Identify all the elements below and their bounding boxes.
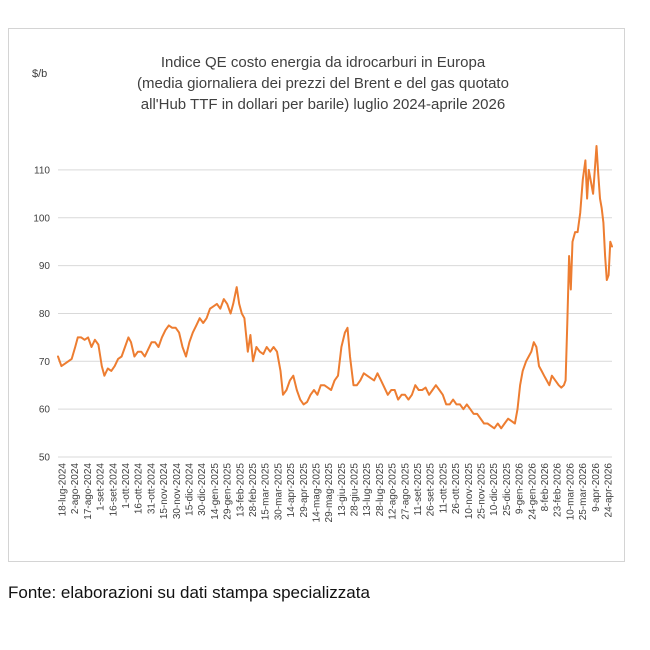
x-tick-label: 31-ott-2024 bbox=[146, 463, 157, 515]
x-tick-label: 30-dic-2024 bbox=[197, 463, 208, 516]
x-tick-label: 25-dic-2025 bbox=[502, 463, 513, 516]
x-tick-label: 27-ago-2025 bbox=[400, 463, 411, 520]
x-tick-label: 8-feb-2026 bbox=[540, 463, 551, 512]
x-tick-label: 23-feb-2026 bbox=[553, 463, 564, 517]
x-tick-label: 1-set-2024 bbox=[96, 463, 107, 511]
y-tick-label: 60 bbox=[39, 405, 51, 416]
x-tick-label: 15-nov-2024 bbox=[159, 463, 170, 520]
y-axis-ticks: 50 60 70 80 90 100 110 bbox=[33, 165, 50, 463]
x-tick-label: 1-ott-2024 bbox=[121, 463, 132, 509]
chart-title: Indice QE costo energia da idrocarburi i… bbox=[88, 52, 558, 115]
x-tick-label: 9-apr-2026 bbox=[591, 463, 602, 512]
x-tick-label: 28-lug-2025 bbox=[375, 463, 386, 517]
chart-panel bbox=[8, 28, 625, 562]
grid-lines bbox=[58, 169, 612, 458]
x-tick-label: 12-ago-2025 bbox=[388, 463, 399, 520]
x-tick-label: 11-set-2025 bbox=[413, 463, 424, 516]
x-tick-label: 2-ago-2024 bbox=[70, 463, 81, 515]
y-tick-label: 70 bbox=[39, 357, 51, 368]
x-tick-label: 25-nov-2025 bbox=[477, 463, 488, 520]
series-group bbox=[57, 145, 613, 430]
chart-title-line-1: Indice QE costo energia da idrocarburi i… bbox=[160, 54, 486, 71]
x-tick-label: 17-ago-2024 bbox=[83, 463, 94, 520]
x-tick-label: 16-set-2024 bbox=[108, 463, 119, 517]
x-tick-label: 13-lug-2025 bbox=[362, 463, 373, 517]
x-tick-label: 10-dic-2025 bbox=[489, 463, 500, 516]
x-tick-label: 15-dic-2024 bbox=[184, 463, 195, 516]
x-tick-label: 15-mar-2025 bbox=[261, 463, 272, 521]
source-note: Fonte: elaborazioni su dati stampa speci… bbox=[8, 583, 370, 602]
x-tick-label: 29-apr-2025 bbox=[299, 463, 310, 518]
x-axis-ticks: 18-lug-2024 2-ago-2024 17-ago-2024 1-set-20… bbox=[58, 463, 615, 523]
y-axis-unit-label: $/b bbox=[32, 68, 48, 80]
x-tick-label: 24-gen-2026 bbox=[527, 463, 538, 520]
x-tick-label: 10-nov-2025 bbox=[464, 463, 475, 520]
x-tick-label: 10-mar-2026 bbox=[565, 463, 576, 521]
x-tick-label: 9-gen-2026 bbox=[515, 463, 526, 515]
x-tick-label: 30-mar-2025 bbox=[273, 463, 284, 521]
y-tick-label: 110 bbox=[34, 165, 50, 176]
x-tick-label: 14-gen-2025 bbox=[210, 463, 221, 520]
y-tick-label: 100 bbox=[33, 213, 50, 224]
x-tick-label: 16-ott-2024 bbox=[134, 463, 145, 515]
x-tick-label: 14-apr-2025 bbox=[286, 463, 297, 518]
y-tick-label: 90 bbox=[39, 261, 51, 272]
x-tick-label: 28-giu-2025 bbox=[350, 463, 361, 517]
x-tick-label: 14-mag-2025 bbox=[311, 463, 322, 523]
x-tick-label: 11-ott-2025 bbox=[438, 463, 449, 514]
x-tick-label: 29-mag-2025 bbox=[324, 463, 335, 523]
x-tick-label: 28-feb-2025 bbox=[248, 463, 259, 517]
x-tick-label: 13-feb-2025 bbox=[235, 463, 246, 517]
x-tick-label: 13-giu-2025 bbox=[337, 463, 348, 517]
series-line-0 bbox=[57, 145, 613, 430]
x-tick-label: 29-gen-2025 bbox=[223, 463, 234, 520]
x-tick-label: 26-set-2025 bbox=[426, 463, 437, 517]
chart-title-line-2: (media giornaliera dei prezzi del Brent … bbox=[137, 75, 509, 92]
y-tick-label: 80 bbox=[39, 309, 51, 320]
chart-title-line-3: all'Hub TTF in dollari per barile) lugli… bbox=[140, 96, 506, 113]
x-tick-label: 26-ott-2025 bbox=[451, 463, 462, 515]
x-tick-label: 25-mar-2026 bbox=[578, 463, 589, 521]
y-tick-label: 50 bbox=[39, 453, 51, 464]
x-tick-label: 30-nov-2024 bbox=[172, 463, 183, 520]
x-tick-label: 24-apr-2026 bbox=[604, 463, 615, 518]
x-tick-label: 18-lug-2024 bbox=[58, 463, 69, 517]
